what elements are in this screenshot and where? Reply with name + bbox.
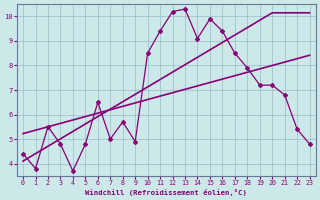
X-axis label: Windchill (Refroidissement éolien,°C): Windchill (Refroidissement éolien,°C): [85, 189, 247, 196]
